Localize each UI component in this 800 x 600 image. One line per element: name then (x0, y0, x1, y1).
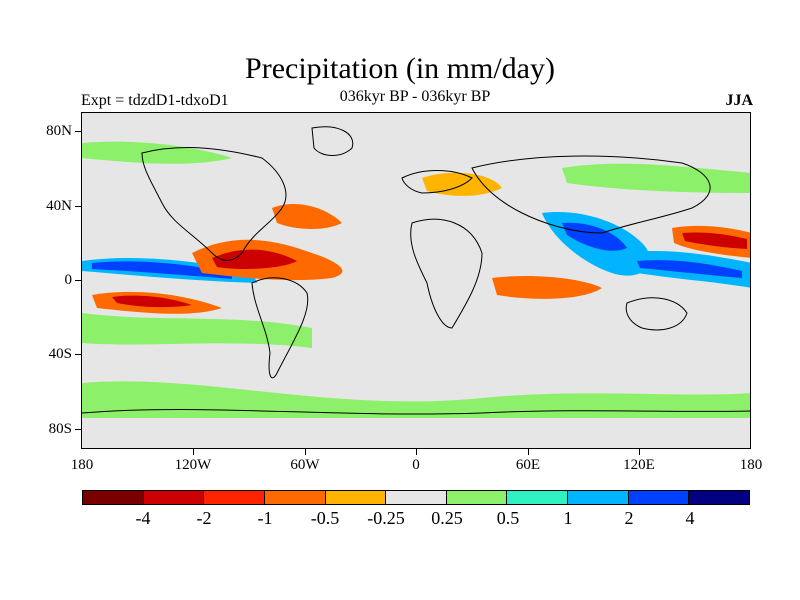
lon-label: 0 (412, 457, 420, 473)
colorbar-segment (628, 491, 690, 504)
colorbar-label: -4 (135, 508, 151, 528)
lon-tick (193, 449, 194, 455)
anomaly-region (112, 295, 192, 308)
lat-tick (75, 131, 81, 132)
anomaly-region (562, 222, 627, 251)
colorbar-segment (264, 491, 326, 504)
lon-label: 60W (290, 457, 320, 473)
colorbar-segment (568, 491, 629, 504)
lon-label: 120E (623, 457, 655, 473)
anomaly-region (212, 249, 297, 269)
colorbar-segment (507, 491, 569, 504)
colorbar-segment (325, 491, 387, 504)
colorbar-label: 1 (563, 508, 573, 528)
experiment-label: Expt = tdzdD1-tdxoD1 (81, 92, 229, 109)
lat-label: 0 (64, 272, 73, 288)
lon-tick (416, 449, 417, 455)
lat-tick (75, 280, 81, 281)
chart-subtitle: 036kyr BP - 036kyr BP (339, 88, 491, 105)
lon-tick (528, 449, 529, 455)
map-canvas (82, 126, 750, 418)
anomaly-region (82, 313, 312, 348)
colorbar-segment (204, 491, 265, 504)
colorbar-segment (386, 491, 447, 504)
lat-tick (75, 354, 81, 355)
colorbar-label: -0.5 (310, 508, 340, 528)
lon-label: 180 (739, 457, 763, 473)
colorbar-segment (83, 491, 144, 504)
lon-label: 120W (174, 457, 212, 473)
precipitation-map (81, 112, 751, 449)
coastlines (82, 126, 750, 415)
lat-tick (75, 206, 81, 207)
anomaly-region (637, 260, 742, 278)
lon-tick (639, 449, 640, 455)
lon-label: 180 (70, 457, 94, 473)
season-label: JJA (725, 92, 753, 109)
anomaly-region (682, 232, 747, 249)
colorbar-label: -1 (257, 508, 273, 528)
colorbar-segment (689, 491, 750, 504)
colorbar-label: 4 (685, 508, 695, 528)
anomaly-region (82, 381, 750, 418)
lat-label: 40N (46, 198, 72, 214)
colorbar-segment (143, 491, 205, 504)
anomaly-region (422, 172, 502, 196)
colorbar-segment (446, 491, 508, 504)
colorbar-label: -2 (196, 508, 212, 528)
colorbar-label: 2 (624, 508, 634, 528)
lat-label: 80N (46, 123, 72, 139)
chart-title: Precipitation (in mm/day) (245, 52, 555, 85)
anomaly-region (492, 276, 602, 299)
anomaly-region (562, 163, 750, 193)
lat-label: 40S (48, 346, 72, 362)
colorbar (82, 490, 750, 505)
colorbar-label: -0.25 (367, 508, 405, 528)
lat-tick (75, 429, 81, 430)
anomaly-region (82, 141, 232, 164)
colorbar-label: 0.25 (431, 508, 463, 528)
lat-label: 80S (48, 421, 72, 437)
anomaly-region (92, 261, 232, 279)
colorbar-label: 0.5 (496, 508, 520, 528)
lon-label: 60E (515, 457, 541, 473)
lon-tick (305, 449, 306, 455)
anomaly-region (272, 203, 342, 229)
